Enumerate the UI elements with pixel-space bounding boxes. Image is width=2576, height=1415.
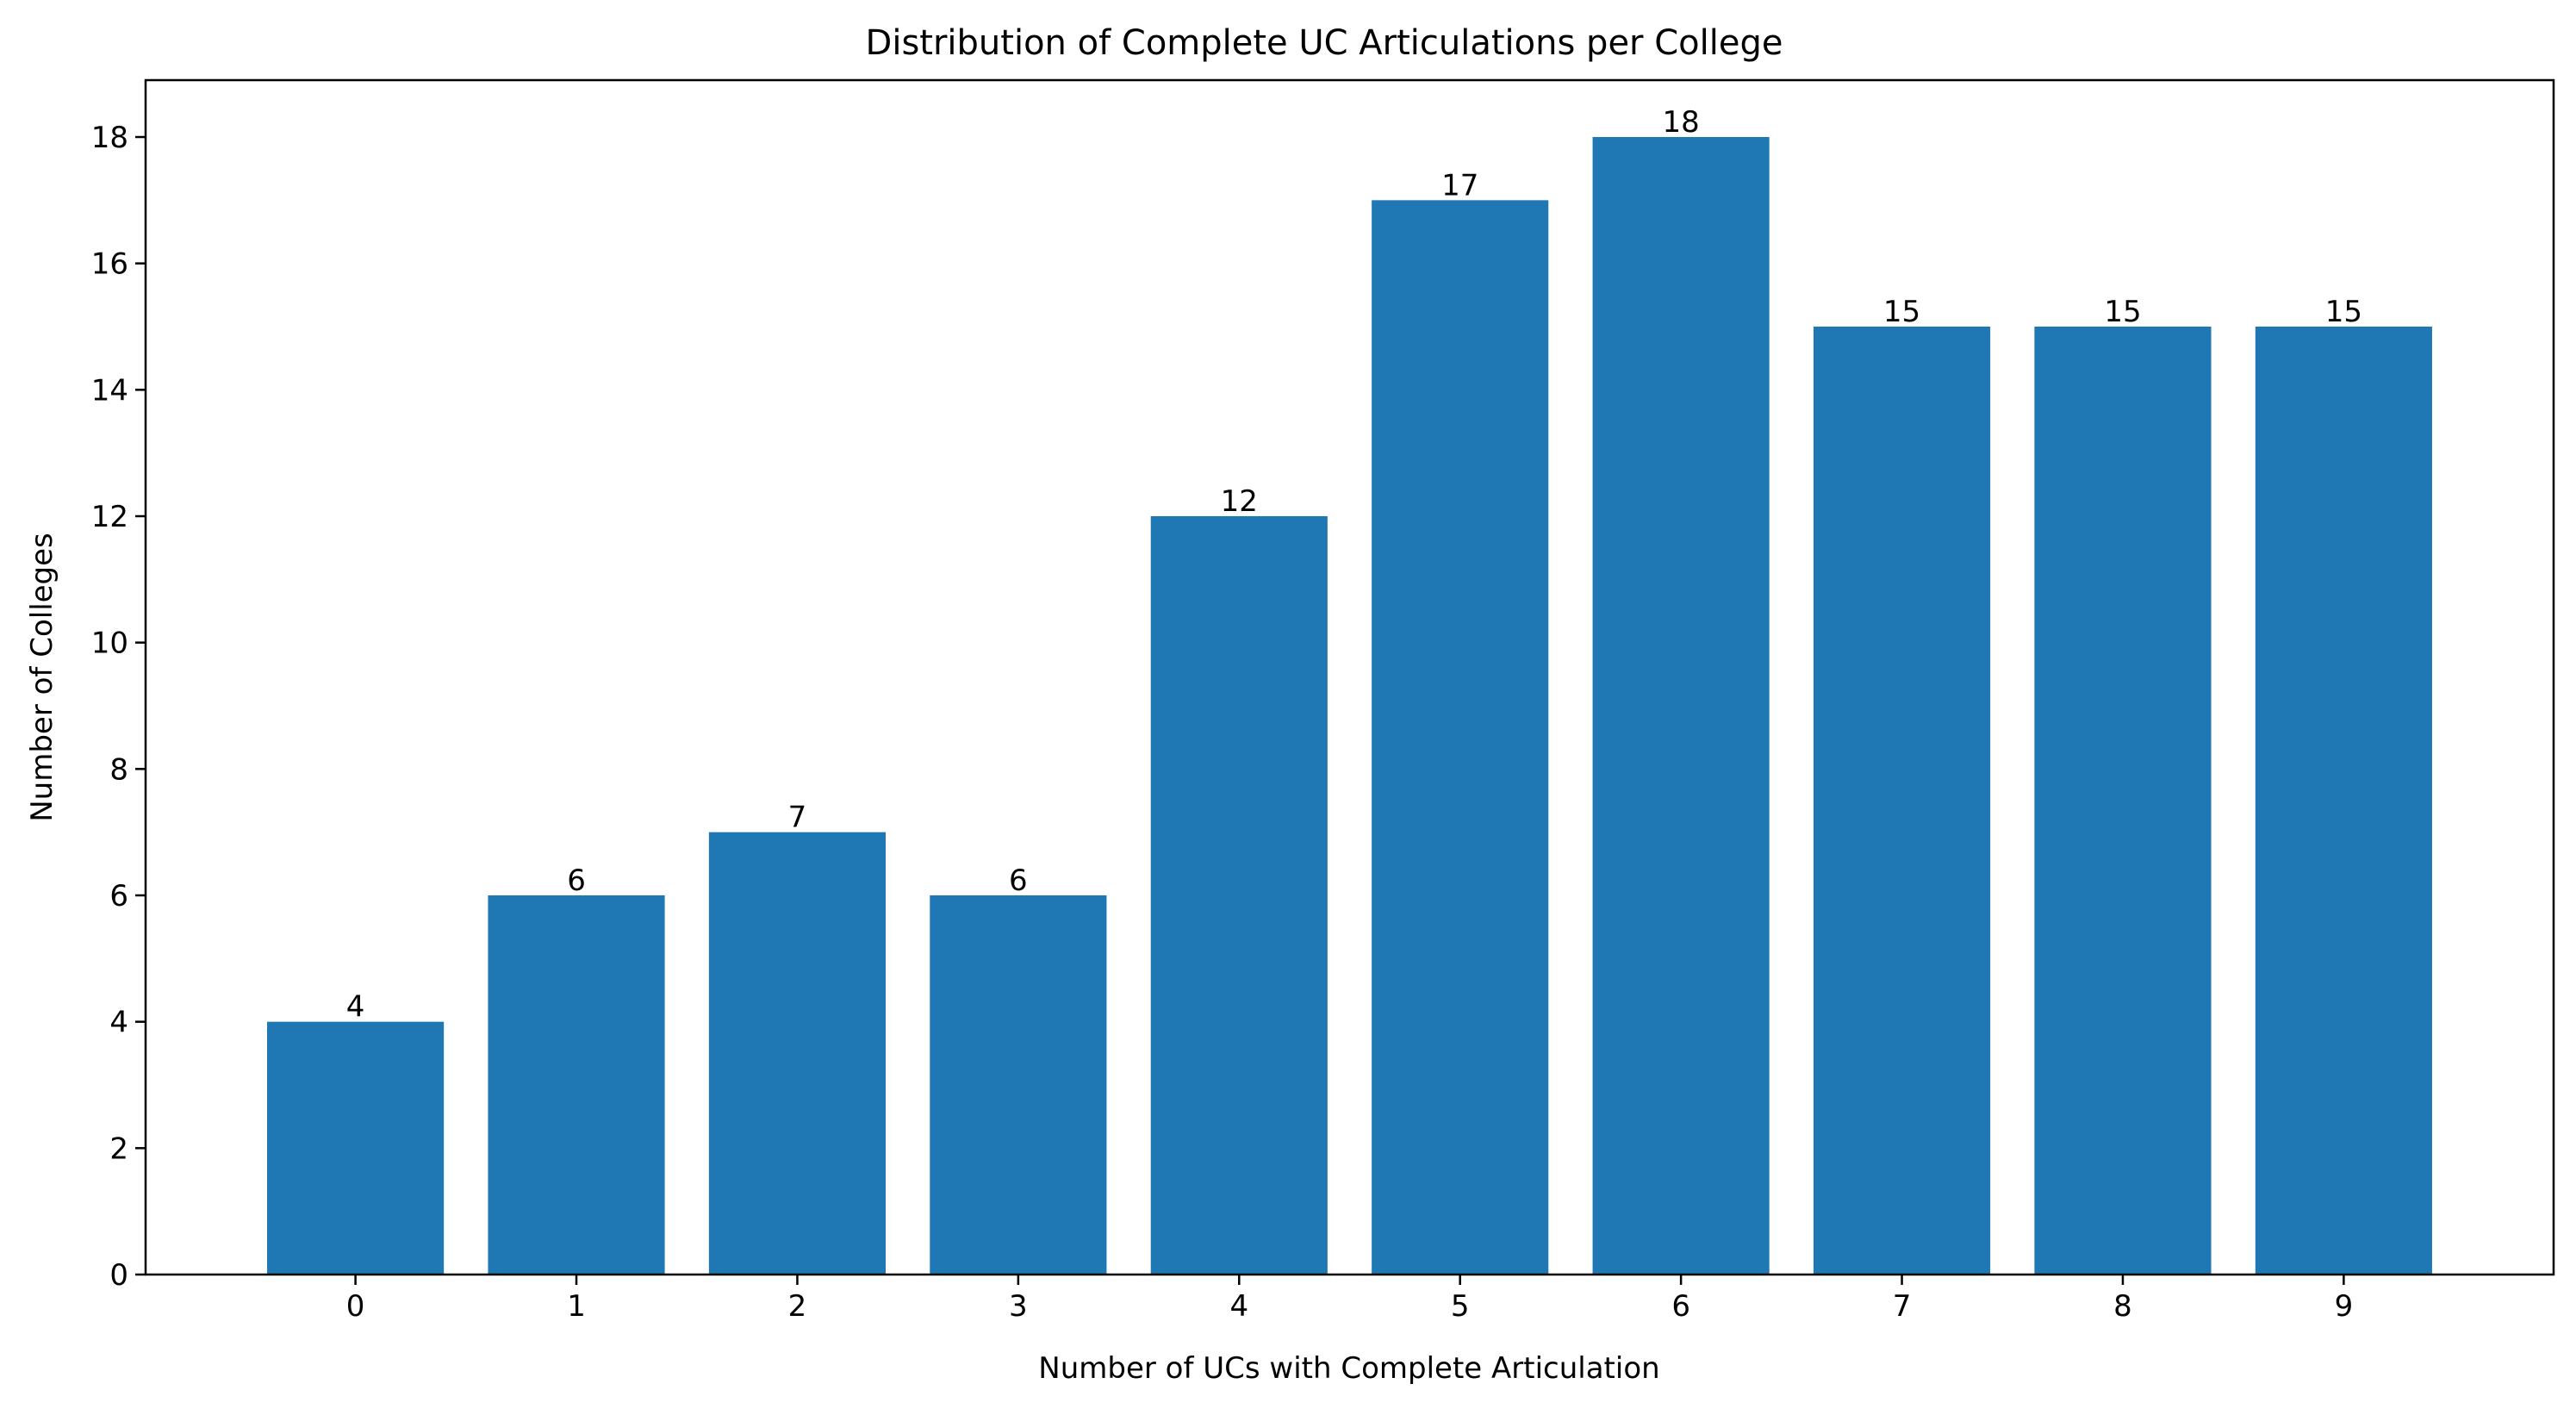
bar-2 [708,832,887,1275]
bar-6 [1592,137,1770,1275]
x-tick-label-4: 4 [1229,1289,1248,1324]
bar-value-label-0: 4 [346,990,365,1025]
bar-value-label-9: 15 [2325,295,2362,329]
bar-8 [2034,327,2212,1275]
bar-7 [1813,327,1991,1275]
x-tick-label-3: 3 [1009,1289,1028,1324]
bar-value-label-8: 15 [2104,295,2141,329]
bar-5 [1372,200,1549,1275]
bar-value-label-4: 12 [1221,484,1258,519]
y-tick-label-12: 12 [91,500,128,534]
x-tick-label-8: 8 [2113,1289,2132,1324]
y-tick-label-8: 8 [109,752,128,787]
bar-3 [930,895,1107,1275]
bar-value-label-6: 18 [1663,105,1700,140]
y-tick-label-14: 14 [91,373,128,408]
x-tick-label-1: 1 [567,1289,586,1324]
bars-layer [267,137,2432,1275]
x-tick-label-6: 6 [1671,1289,1690,1324]
x-axis-label: Number of UCs with Complete Articulation [1038,1351,1659,1386]
y-tick-label-10: 10 [91,626,128,661]
y-tick-label-6: 6 [109,879,128,913]
bar-value-label-3: 6 [1009,863,1028,898]
y-tick-label-4: 4 [109,1006,128,1040]
x-tick-label-7: 7 [1893,1289,1912,1324]
bar-value-label-2: 7 [788,801,807,835]
y-tick-label-2: 2 [109,1131,128,1166]
x-tick-label-2: 2 [788,1289,807,1324]
y-tick-label-0: 0 [109,1258,128,1293]
bar-1 [488,895,665,1275]
x-tick-label-5: 5 [1451,1289,1470,1324]
chart-title: Distribution of Complete UC Articulation… [866,23,1783,63]
bar-4 [1150,516,1328,1275]
bar-value-label-1: 6 [567,863,586,898]
y-tick-label-18: 18 [91,121,128,155]
plot-frame [144,78,2555,1276]
y-tick-label-16: 16 [91,247,128,282]
x-tick-label-9: 9 [2335,1289,2354,1324]
y-axis-ticks: 0 2 4 6 8 10 12 14 16 18 [91,121,146,1293]
x-tick-label-0: 0 [346,1289,365,1324]
bar-value-label-7: 15 [1883,295,1920,329]
bar-labels-layer: 4 6 7 6 12 17 18 15 15 15 [346,105,2362,1025]
bar-0 [267,1021,445,1275]
bar-9 [2255,327,2432,1275]
x-axis-ticks: 0 1 2 3 4 5 6 7 8 9 [346,1275,2353,1324]
bar-value-label-5: 17 [1441,168,1478,203]
y-axis-label: Number of Colleges [25,533,59,822]
